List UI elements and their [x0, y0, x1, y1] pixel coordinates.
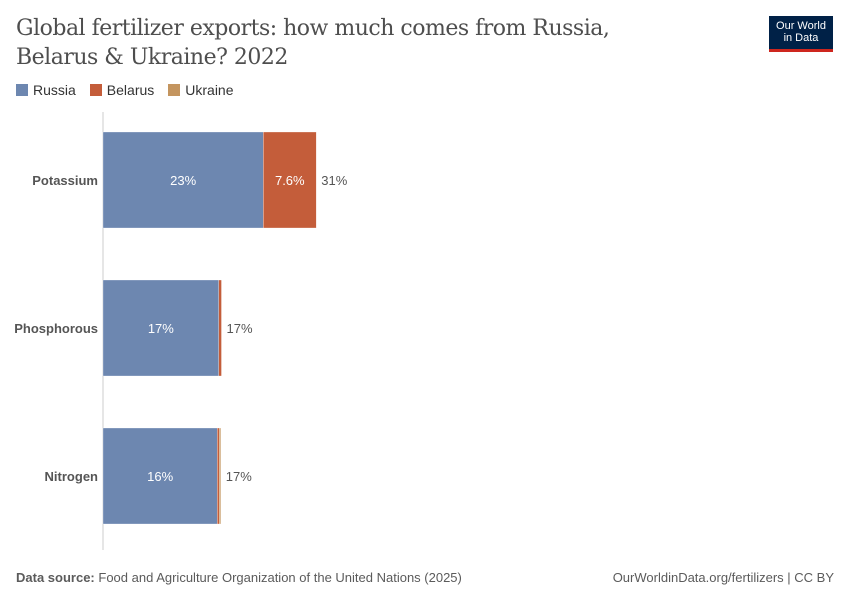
- legend-label: Russia: [33, 82, 76, 98]
- total-label: 17%: [226, 321, 252, 336]
- bar-belarus: [218, 279, 222, 377]
- data-source: Data source: Food and Agriculture Organi…: [16, 570, 462, 585]
- data-label: 16%: [147, 469, 173, 484]
- legend-label: Belarus: [106, 82, 155, 98]
- source-link[interactable]: OurWorldinData.org/fertilizers | CC BY: [612, 570, 834, 585]
- chart-title: Global fertilizer exports: how much come…: [16, 16, 610, 70]
- bar-russia: [102, 279, 219, 377]
- bar-belarus: [263, 131, 317, 229]
- data-label: 17%: [148, 321, 174, 336]
- source-text: Food and Agriculture Organization of the…: [98, 570, 462, 585]
- legend-label: Ukraine: [185, 82, 234, 98]
- legend-swatch: [168, 84, 181, 96]
- source-label: Data source:: [16, 570, 95, 585]
- legend: Russia Belarus Ukraine: [16, 82, 234, 98]
- category-label: Potassium: [32, 173, 98, 188]
- legend-item-ukraine[interactable]: Ukraine: [168, 82, 234, 98]
- legend-swatch: [16, 84, 28, 96]
- category-label: Nitrogen: [45, 469, 99, 484]
- legend-item-belarus[interactable]: Belarus: [89, 82, 155, 98]
- owid-logo[interactable]: Our World in Data: [769, 16, 833, 52]
- legend-item-russia[interactable]: Russia: [16, 82, 76, 98]
- data-label: 7.6%: [275, 173, 305, 188]
- bar-ukraine: [219, 427, 221, 525]
- total-label: 31%: [321, 173, 347, 188]
- bar-russia: [102, 131, 264, 229]
- bar-russia: [102, 427, 218, 525]
- bar-belarus: [217, 427, 220, 525]
- legend-swatch: [89, 84, 102, 96]
- data-label: 23%: [170, 173, 196, 188]
- category-label: Phosphorous: [14, 321, 98, 336]
- total-label: 17%: [226, 469, 252, 484]
